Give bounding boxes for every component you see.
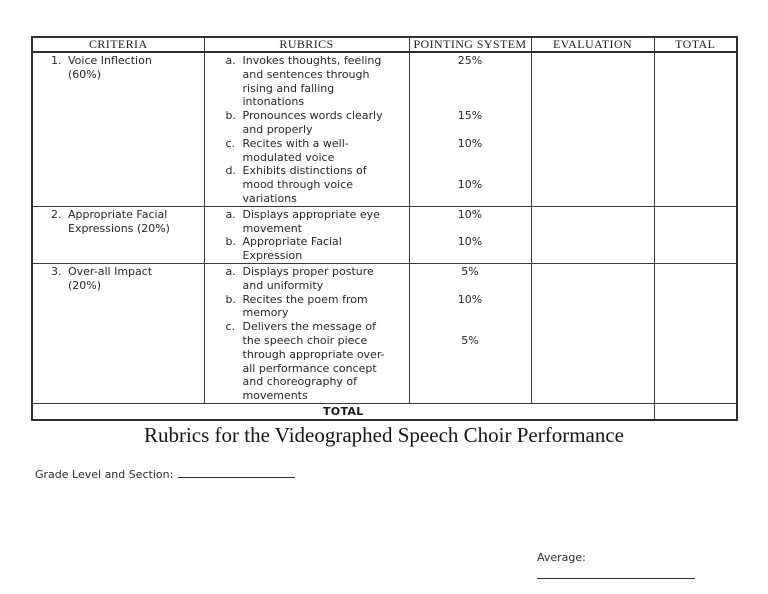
- rubric-item-label: c.: [225, 320, 236, 334]
- rubric-item: a. Displays proper posture and uniformity: [226, 265, 405, 293]
- rubric-item: d. Exhibits distinctions of mood through …: [226, 164, 405, 205]
- rubric-item: a. Displays appropriate eye movement: [226, 208, 405, 236]
- evaluation-cell: [530, 205, 655, 264]
- rubric-item-text: Pronounces words clearly and properly: [242, 109, 383, 136]
- rubric-item-label: b.: [225, 235, 236, 249]
- criteria-cell: 1. Voice Inflection (60%): [31, 51, 205, 207]
- criteria-cell: 2. Appropriate Facial Expressions (20%): [31, 205, 205, 264]
- total-cell: [653, 262, 738, 404]
- criteria-number: 1.: [51, 54, 62, 67]
- criteria-text: Voice Inflection (60%): [68, 54, 152, 81]
- criteria-text: Over-all Impact (20%): [68, 264, 153, 292]
- total-footer-cell: [653, 402, 738, 421]
- criteria-number: 3.: [51, 264, 62, 278]
- rubric-item-label: a.: [225, 207, 236, 221]
- criteria-entry: 3. Over-all Impact (20%): [51, 265, 200, 293]
- pointing-cell: 25% 15% 10% 10%: [408, 51, 532, 207]
- rubric-item-text: Displays appropriate eye movement: [242, 207, 380, 235]
- evaluation-cell: [530, 262, 655, 404]
- rubric-item: b. Appropriate Facial Expression: [225, 235, 405, 263]
- grade-level-field: Grade Level and Section:: [35, 466, 296, 482]
- column-header-pointing-system: POINTING SYSTEM: [408, 36, 532, 53]
- rubric-table: CRITERIA RUBRICS POINTING SYSTEM EVALUATION…: [31, 36, 738, 421]
- criteria-row: 3. Over-all Impact (20%) a. Displays proper…: [31, 262, 738, 404]
- pointing-value: 10%: [457, 235, 483, 249]
- criteria-entry: 1. Voice Inflection (60%): [51, 54, 200, 82]
- rubric-item-text: Recites the poem from memory: [242, 292, 368, 320]
- pointing-value: 5%: [461, 333, 479, 347]
- rubrics-cell: a. Invokes thoughts, feeling and sentence…: [203, 51, 410, 207]
- rubric-item: b. Recites the poem from memory: [226, 293, 405, 321]
- rubric-item-text: Recites with a well- modulated voice: [242, 136, 349, 164]
- average-field: Average:: [537, 551, 695, 579]
- rubric-item-label: a.: [225, 264, 236, 278]
- evaluation-cell: [530, 51, 655, 207]
- column-header-rubrics: RUBRICS: [203, 36, 410, 53]
- rubric-item-label: d.: [225, 164, 236, 178]
- rubric-item-text: Appropriate Facial Expression: [242, 235, 342, 263]
- average-label: Average:: [537, 551, 586, 564]
- criteria-entry: 2. Appropriate Facial Expressions (20%): [51, 208, 200, 236]
- grade-level-blank: [178, 466, 296, 478]
- criteria-number: 2.: [51, 207, 62, 221]
- rubric-item-label: b.: [225, 109, 236, 123]
- column-header-evaluation: EVALUATION: [530, 36, 655, 53]
- total-cell: [653, 51, 738, 207]
- pointing-value: 25%: [457, 54, 483, 67]
- rubric-item-text: Exhibits distinctions of mood through vo…: [242, 164, 367, 205]
- rubrics-cell: a. Displays appropriate eye movement b. App…: [203, 205, 410, 264]
- pointing-cell: 5% 10% 5%: [408, 262, 532, 404]
- rubric-item-text: Delivers the message of the speech choir…: [242, 320, 385, 403]
- criteria-row: 1. Voice Inflection (60%) a. Invokes though…: [31, 51, 738, 207]
- grade-level-label: Grade Level and Section:: [35, 468, 174, 481]
- pointing-value: 10%: [457, 136, 483, 150]
- rubric-item-text: Invokes thoughts, feeling and sentences …: [242, 54, 382, 109]
- document-title: Rubrics for the Videographed Speech Choi…: [143, 423, 625, 447]
- rubric-item-label: c.: [225, 136, 236, 150]
- pointing-cell: 10% 10%: [408, 205, 532, 264]
- rubrics-cell: a. Displays proper posture and uniformity…: [203, 262, 410, 404]
- rubric-item-label: a.: [225, 54, 236, 67]
- total-row-label: TOTAL: [31, 402, 655, 421]
- pointing-value: 15%: [457, 109, 483, 123]
- rubric-table-body: 1. Voice Inflection (60%) a. Invokes though…: [31, 51, 738, 421]
- pointing-value: 5%: [461, 264, 479, 278]
- column-header-total: TOTAL: [653, 36, 738, 53]
- average-blank: [537, 565, 695, 579]
- criteria-text: Appropriate Facial Expressions (20%): [68, 207, 170, 235]
- pointing-value: 10%: [457, 207, 483, 221]
- criteria-cell: 3. Over-all Impact (20%): [31, 262, 205, 404]
- rubric-item: a. Invokes thoughts, feeling and sentence…: [226, 54, 405, 109]
- rubric-item-text: Displays proper posture and uniformity: [242, 264, 374, 292]
- total-cell: [653, 205, 738, 264]
- rubric-item: c. Recites with a well- modulated voice: [226, 137, 405, 165]
- rubric-item-label: b.: [225, 292, 236, 306]
- pointing-value: 10%: [457, 178, 483, 192]
- rubric-item: b. Pronounces words clearly and properly: [226, 109, 405, 137]
- total-row: TOTAL: [31, 402, 738, 421]
- criteria-row: 2. Appropriate Facial Expressions (20%) a.…: [31, 205, 738, 264]
- pointing-value: 10%: [457, 292, 483, 306]
- header-row: CRITERIA RUBRICS POINTING SYSTEM EVALUATION…: [31, 36, 738, 53]
- column-header-criteria: CRITERIA: [31, 36, 205, 53]
- rubric-item: c. Delivers the message of the speech cho…: [225, 320, 405, 403]
